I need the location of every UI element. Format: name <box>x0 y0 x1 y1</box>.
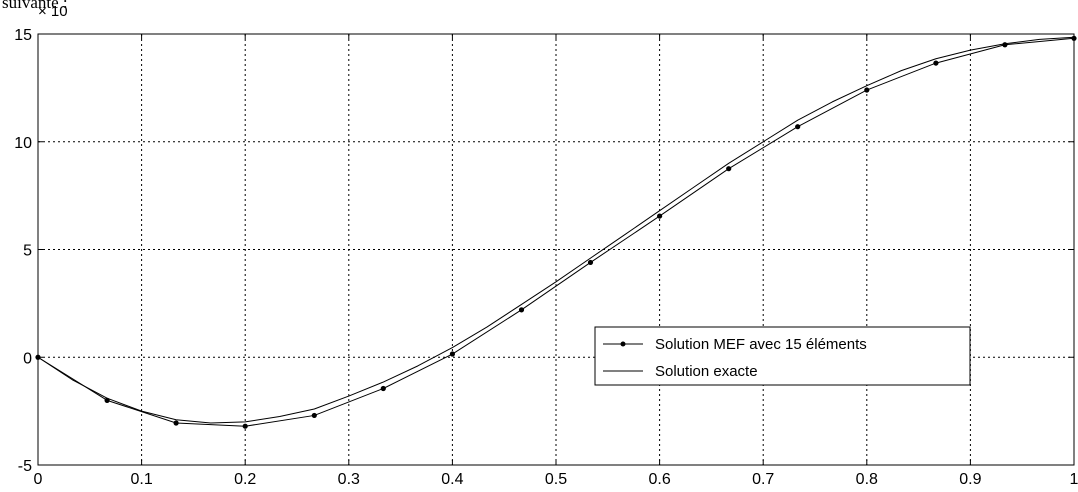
y-tick-label: 15 <box>14 27 32 44</box>
data-point <box>657 213 663 219</box>
data-point <box>242 423 248 429</box>
data-point <box>311 412 317 419</box>
x-tick-label: 0.2 <box>234 471 256 488</box>
data-point <box>795 124 801 130</box>
legend-label-mef: Solution MEF avec 15 éléments <box>655 336 867 353</box>
data-point <box>1071 35 1077 41</box>
data-point <box>726 166 732 172</box>
data-point <box>518 307 525 313</box>
x-tick-label: 0.6 <box>648 471 670 488</box>
y-tick-label: -5 <box>18 458 32 475</box>
series-group <box>35 35 1077 429</box>
data-point <box>1002 42 1008 48</box>
data-point <box>449 351 455 357</box>
page-text-fragment: suivante : <box>2 0 68 12</box>
y-axis-exponent-label: × 10 <box>38 3 68 20</box>
y-tick-label: 0 <box>23 350 32 367</box>
x-tick-label: 0.5 <box>545 471 567 488</box>
x-tick-label: 0.7 <box>752 471 774 488</box>
x-tick-label: 0.3 <box>338 471 360 488</box>
data-point <box>864 87 870 93</box>
data-point <box>933 60 939 66</box>
data-point <box>173 420 179 426</box>
data-point <box>587 259 594 266</box>
data-point <box>380 385 386 392</box>
y-tick-label: 5 <box>23 243 32 260</box>
series-line-0 <box>37 37 1075 427</box>
x-tick-label: 0.1 <box>130 471 152 488</box>
series-line-1 <box>37 36 1075 424</box>
legend-marker-mef <box>620 341 626 347</box>
x-tick-label: 0 <box>34 471 43 488</box>
x-tick-label: 0.8 <box>856 471 878 488</box>
x-tick-label: 0.9 <box>959 471 981 488</box>
legend-label-exact: Solution exacte <box>655 363 758 380</box>
grid-lines <box>38 34 1074 465</box>
x-tick-label: 0.4 <box>441 471 463 488</box>
legend: Solution MEF avec 15 éléments Solution e… <box>594 326 971 386</box>
x-tick-label: 1 <box>1070 471 1078 488</box>
legend-box <box>594 326 971 386</box>
y-tick-label: 10 <box>14 135 32 152</box>
